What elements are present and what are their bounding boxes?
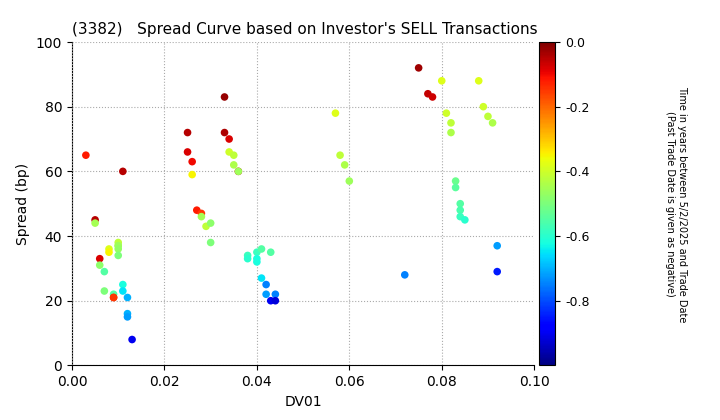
Point (445, 119, 456, 126)
Y-axis label: Time in years between 5/2/2025 and Trade Date
(Past Trade Date is given as negat: Time in years between 5/2/2025 and Trade… (665, 86, 687, 322)
Point (265, 297, 276, 304)
Point (108, 294, 120, 301)
Point (265, 249, 276, 255)
Point (427, 94, 438, 100)
Point (413, 65, 424, 71)
Point (251, 255, 263, 262)
Point (94, 255, 106, 262)
Point (261, 281, 272, 288)
Point (399, 271, 410, 278)
Point (450, 178, 462, 184)
Point (251, 259, 263, 265)
Point (445, 129, 456, 136)
Point (261, 291, 272, 298)
Point (112, 239, 124, 246)
Point (242, 255, 253, 262)
Point (108, 291, 120, 298)
Point (422, 90, 433, 97)
Point (117, 281, 129, 288)
Point (103, 249, 114, 255)
Point (228, 152, 240, 158)
Point (186, 158, 198, 165)
Point (112, 242, 124, 249)
Point (219, 94, 230, 100)
Point (473, 77, 485, 84)
Point (94, 262, 106, 268)
Y-axis label: Spread (bp): Spread (bp) (17, 163, 30, 245)
Point (251, 249, 263, 255)
Point (200, 223, 212, 230)
Point (205, 220, 217, 226)
Point (122, 310, 133, 317)
Point (89, 217, 101, 223)
Point (477, 103, 489, 110)
Point (339, 162, 351, 168)
Point (223, 136, 235, 142)
Point (233, 168, 244, 175)
Point (126, 336, 138, 343)
Point (436, 77, 448, 84)
Point (122, 313, 133, 320)
Point (228, 162, 240, 168)
Text: (3382)   Spread Curve based on Investor's SELL Transactions: (3382) Spread Curve based on Investor's … (72, 22, 538, 37)
Point (99, 268, 110, 275)
X-axis label: DV01: DV01 (284, 395, 322, 409)
Point (233, 168, 244, 175)
Point (112, 252, 124, 259)
Point (103, 246, 114, 252)
Point (343, 178, 355, 184)
Point (112, 246, 124, 252)
Point (196, 213, 207, 220)
Point (487, 119, 498, 126)
Point (89, 220, 101, 226)
Point (459, 217, 471, 223)
Point (181, 149, 193, 155)
Point (269, 291, 281, 298)
Point (242, 252, 253, 259)
Point (256, 246, 267, 252)
Point (99, 288, 110, 294)
Point (186, 171, 198, 178)
Point (117, 288, 129, 294)
Point (492, 242, 503, 249)
Point (269, 297, 281, 304)
Point (219, 129, 230, 136)
Point (454, 207, 466, 213)
Point (334, 152, 346, 158)
Point (492, 268, 503, 275)
Point (454, 213, 466, 220)
Point (454, 200, 466, 207)
Point (112, 242, 124, 249)
Point (196, 210, 207, 217)
Point (191, 207, 202, 213)
Point (181, 129, 193, 136)
Point (205, 239, 217, 246)
Point (482, 113, 494, 120)
Point (122, 294, 133, 301)
Point (80, 152, 91, 158)
Point (108, 294, 120, 301)
Point (223, 149, 235, 155)
Point (117, 168, 129, 175)
Point (441, 110, 452, 116)
Point (256, 275, 267, 281)
Point (450, 184, 462, 191)
Point (330, 110, 341, 116)
